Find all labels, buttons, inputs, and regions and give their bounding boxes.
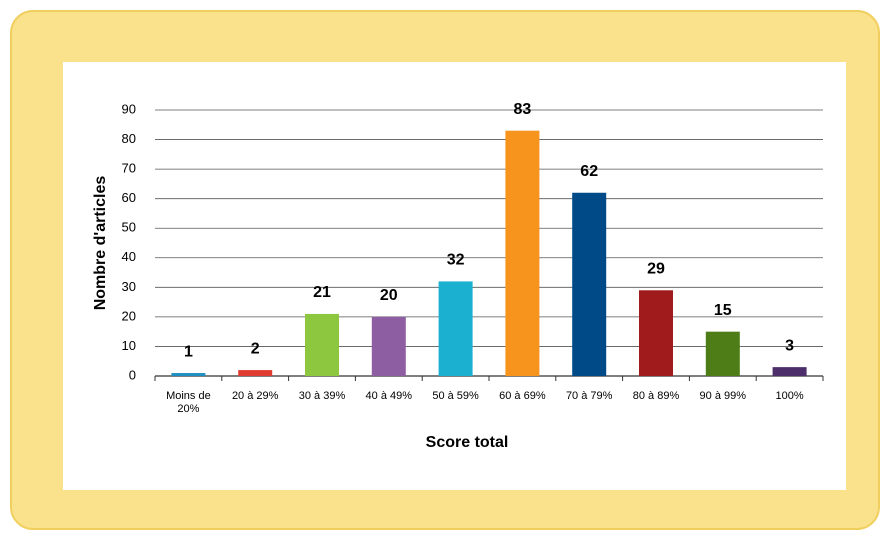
- x-tick-label-box: Moins de 20%: [166, 390, 211, 415]
- value-label: 29: [647, 261, 665, 278]
- bar: [238, 370, 273, 376]
- x-tick-label-box: 70 à 79%: [565, 390, 613, 402]
- x-tick-label: 100%: [775, 390, 804, 402]
- bar: [505, 130, 540, 376]
- value-label: 62: [580, 163, 598, 180]
- bar: [371, 316, 406, 376]
- value-label: 15: [714, 302, 732, 319]
- bar: [639, 290, 673, 376]
- y-tick-label: 50: [122, 220, 136, 235]
- x-tick-label-box: 50 à 59%: [432, 390, 479, 402]
- y-tick-label: 20: [122, 308, 136, 323]
- bar: [171, 373, 206, 376]
- x-tick-label-box: 60 à 69%: [499, 390, 546, 402]
- x-tick-label: 20 à 29%: [231, 390, 279, 402]
- value-label: 20: [380, 287, 398, 304]
- value-label: 1: [184, 343, 193, 360]
- y-axis-title: Nombre d'articles: [92, 176, 109, 311]
- bar: [572, 192, 607, 376]
- x-tick-label: 70 à 79%: [565, 390, 613, 402]
- value-label: 2: [251, 340, 260, 357]
- x-tick-label: 30 à 39%: [298, 390, 346, 402]
- value-label: 32: [447, 252, 465, 269]
- panel: [63, 62, 846, 490]
- value-label: 83: [514, 101, 532, 118]
- x-tick-label: 40 à 49%: [365, 390, 413, 402]
- x-tick-label: 60 à 69%: [499, 390, 546, 402]
- y-tick-label: 80: [122, 131, 136, 146]
- y-tick-label: 70: [122, 161, 136, 176]
- bar: [705, 331, 740, 376]
- x-tick-label-box: 100%: [775, 390, 804, 402]
- bar: [305, 313, 339, 376]
- x-tick-label: Moins de 20%: [166, 390, 211, 415]
- x-tick-label-box: 80 à 89%: [632, 390, 680, 402]
- x-tick-label-box: 30 à 39%: [298, 390, 346, 402]
- x-tick-label-box: 90 à 99%: [699, 390, 747, 402]
- bar: [438, 281, 473, 376]
- bar: [772, 367, 807, 376]
- y-tick-label: 90: [122, 101, 136, 116]
- x-tick-label-box: 40 à 49%: [365, 390, 413, 402]
- x-tick-label-box: 20 à 29%: [231, 390, 279, 402]
- y-tick-label: 60: [122, 190, 136, 205]
- x-tick-label: 50 à 59%: [432, 390, 479, 402]
- x-tick-label: 80 à 89%: [632, 390, 680, 402]
- x-axis-title: Score total: [426, 434, 509, 451]
- y-tick-label: 40: [122, 249, 136, 264]
- value-label: 21: [313, 284, 331, 301]
- x-tick-label: 90 à 99%: [699, 390, 747, 402]
- y-tick-label: 30: [122, 279, 136, 294]
- value-label: 3: [785, 337, 794, 354]
- y-tick-label: 10: [122, 338, 136, 353]
- y-tick-label: 0: [129, 367, 136, 382]
